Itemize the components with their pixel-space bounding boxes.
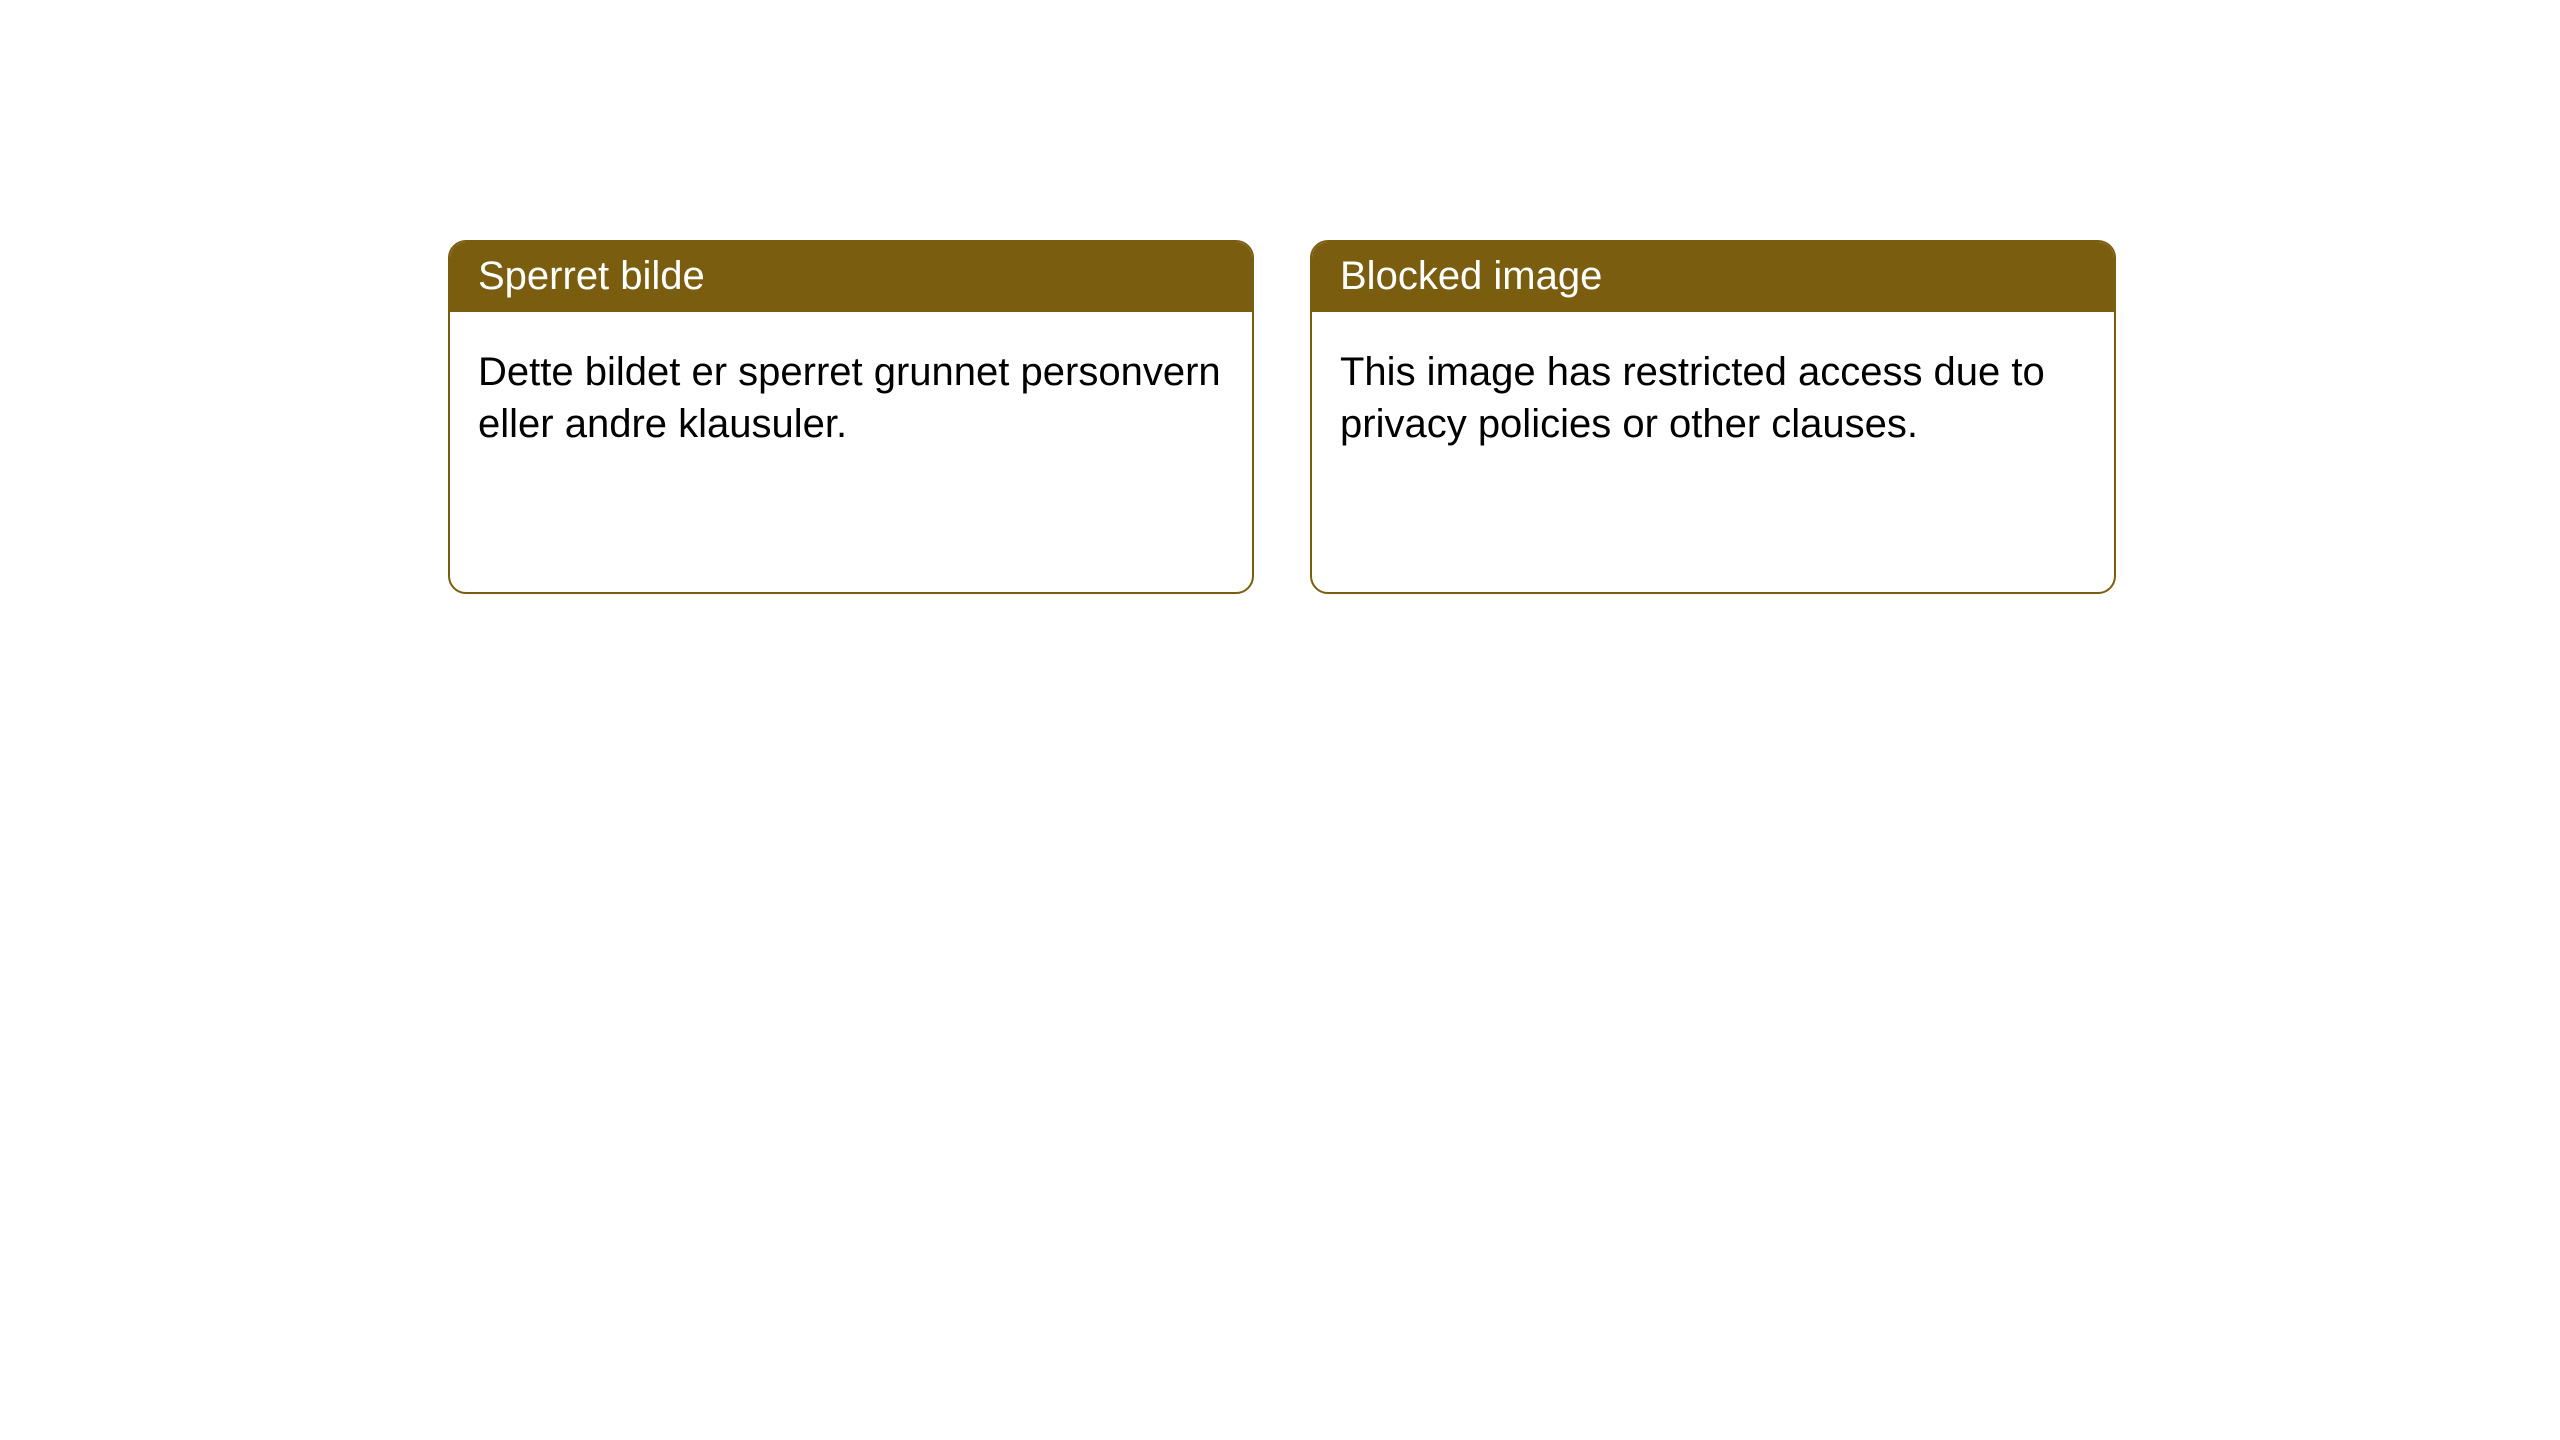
notice-header: Sperret bilde xyxy=(450,242,1252,312)
notice-card-norwegian: Sperret bilde Dette bildet er sperret gr… xyxy=(448,240,1254,594)
notice-body: This image has restricted access due to … xyxy=(1312,312,2114,592)
notice-header: Blocked image xyxy=(1312,242,2114,312)
notice-container: Sperret bilde Dette bildet er sperret gr… xyxy=(0,0,2560,594)
notice-card-english: Blocked image This image has restricted … xyxy=(1310,240,2116,594)
notice-body: Dette bildet er sperret grunnet personve… xyxy=(450,312,1252,592)
